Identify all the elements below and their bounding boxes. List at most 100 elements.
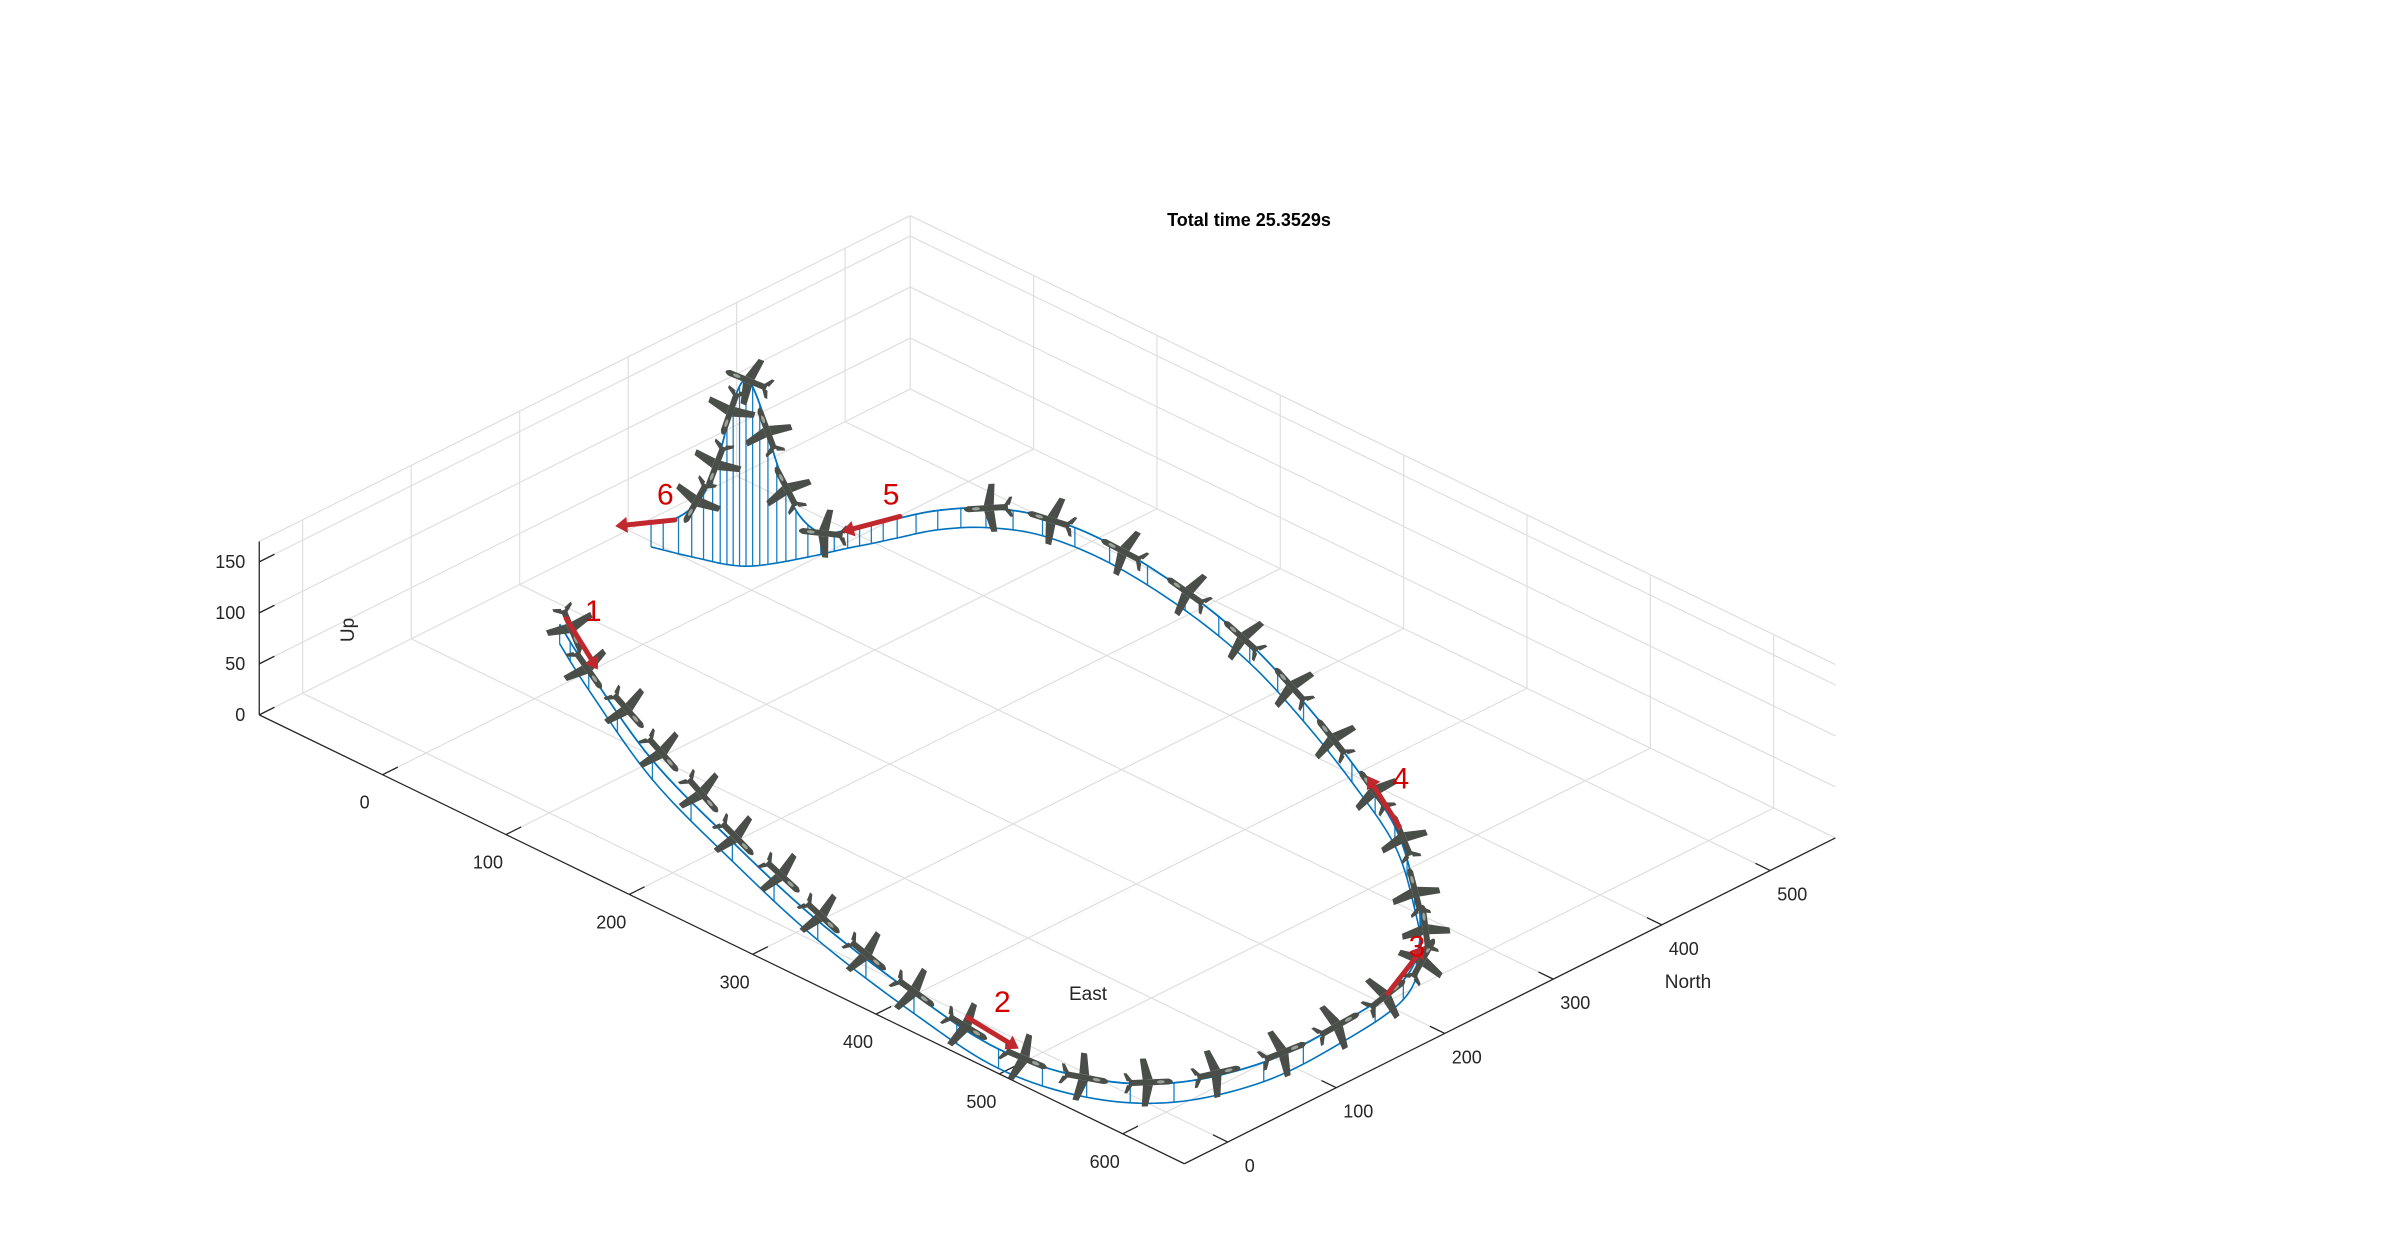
aircraft-icon [939, 1002, 988, 1047]
aircraft-wing [638, 731, 679, 768]
aircraft-wing [1401, 924, 1451, 940]
waypoint-arrowhead [841, 520, 856, 537]
aircraft-wing [745, 424, 793, 447]
aircraft-icon [964, 483, 1014, 532]
aircraft-cockpit [1173, 582, 1181, 588]
aircraft-icon [766, 466, 812, 516]
x-tick-label: 100 [473, 853, 503, 873]
z-tick-label: 100 [215, 603, 245, 623]
grid-line-backwall-up [909, 388, 1836, 839]
aircraft-wing [1397, 949, 1443, 979]
x-tick-mark [1122, 1125, 1139, 1135]
aircraft-tail [603, 684, 621, 700]
waypoint-arrowhead [1004, 1035, 1019, 1050]
aircraft-tail [939, 1005, 954, 1025]
y-axis-line [1184, 837, 1836, 1165]
aircraft-wing [759, 852, 797, 893]
grid-lines [258, 215, 1836, 1143]
x-axis-line [258, 714, 1185, 1165]
y-tick-label: 200 [1452, 1047, 1482, 1067]
aircraft-tail [841, 931, 857, 949]
aircraft-tail [761, 379, 775, 400]
aircraft-icon [1058, 1052, 1109, 1101]
grid-line-backwall-up [909, 235, 1836, 686]
aircraft-wing [563, 648, 607, 682]
aircraft-cockpit [973, 1030, 981, 1036]
aircraft-tail [1065, 516, 1078, 537]
aircraft-icon [1223, 620, 1268, 662]
aircraft-wing [818, 509, 834, 558]
grid-line-floor-east [1122, 807, 1774, 1135]
grid-line-floor-east [875, 687, 1528, 1015]
aircraft-wing [713, 815, 753, 854]
aircraft-cockpit [1410, 875, 1414, 884]
flight-path-floor-trace [558, 526, 1422, 1105]
y-tick-mark [1212, 1134, 1229, 1143]
grid-line-backwall-up [909, 337, 1836, 788]
aircraft-cockpit [806, 530, 815, 534]
aircraft-cockpit [666, 759, 673, 766]
aircraft-tail [698, 475, 718, 489]
aircraft-icon [694, 438, 742, 488]
aircraft-tail [1190, 1068, 1202, 1089]
waypoint-arrow [1385, 953, 1420, 996]
flight-path [558, 378, 1422, 1105]
aircraft-cockpit [1031, 1061, 1040, 1066]
grid-line-sidewall-up [258, 235, 911, 563]
aircraft-wing [676, 483, 722, 512]
z-tick-mark [258, 655, 275, 665]
aircraft-tail [637, 727, 655, 744]
grid-line-floor-north [302, 692, 1229, 1143]
aircraft-icon [1027, 497, 1078, 546]
waypoint-label: 2 [994, 986, 1011, 1019]
aircraft-markers [545, 358, 1451, 1107]
aircraft-fuselage [1128, 1078, 1173, 1087]
aircraft-icon [1166, 573, 1213, 617]
aircraft-fuselage [720, 821, 754, 856]
z-tick-label: 50 [225, 654, 245, 674]
waypoint-arrowhead [615, 516, 628, 533]
grid-line-backwall-up [909, 286, 1836, 737]
aircraft-tail [728, 384, 748, 398]
y-tick-mark [1321, 1079, 1337, 1089]
z-tick-label: 0 [235, 705, 245, 725]
aircraft-tail [714, 438, 735, 452]
aircraft-cockpit [1422, 912, 1426, 921]
aircraft-icon [1311, 1005, 1360, 1051]
aircraft-wing [845, 931, 881, 973]
axis-labels: Total time 25.3529s East North Up [338, 210, 1711, 1005]
aircraft-tail [796, 892, 813, 910]
grid-line-floor-north [844, 421, 1771, 872]
aircraft-wing [678, 772, 719, 809]
aircraft-wing [1355, 778, 1398, 811]
aircraft-icon [1123, 1058, 1173, 1107]
waypoint-arrow [1371, 783, 1402, 830]
aircraft-icon [563, 642, 607, 689]
grid-line-sidewall-up [258, 337, 911, 665]
waypoint-label: 3 [1409, 930, 1426, 963]
y-tick-label: 300 [1560, 993, 1590, 1013]
grid-line-floor-east [505, 508, 1158, 836]
aircraft-icon [1190, 1050, 1241, 1099]
aircraft-tail [1378, 802, 1397, 817]
waypoint-arrow [851, 513, 903, 532]
waypoint-markers: 1 2 3 4 5 6 [563, 478, 1426, 1050]
grid-line-floor-north [410, 638, 1337, 1089]
waypoint-label: 1 [585, 595, 602, 628]
y-tick-mark [1429, 1025, 1446, 1035]
y-tick-label: 100 [1343, 1102, 1373, 1122]
aircraft-cockpit [1322, 725, 1328, 733]
y-tick-mark [1538, 971, 1554, 980]
aircraft-cockpit [1280, 673, 1286, 681]
grid-line-floor-north [519, 584, 1446, 1034]
x-tick-label: 400 [843, 1032, 873, 1052]
aircraft-icon [1314, 719, 1357, 765]
aircraft-tail [1360, 1001, 1376, 1019]
aircraft-cockpit [873, 959, 880, 966]
aircraft-cockpit [706, 799, 713, 807]
aircraft-cockpit [709, 472, 714, 481]
aircraft-icon [756, 851, 800, 893]
waypoint-label: 5 [883, 479, 900, 512]
aircraft-tail [1410, 906, 1432, 919]
flight-path-line [558, 378, 1422, 1085]
